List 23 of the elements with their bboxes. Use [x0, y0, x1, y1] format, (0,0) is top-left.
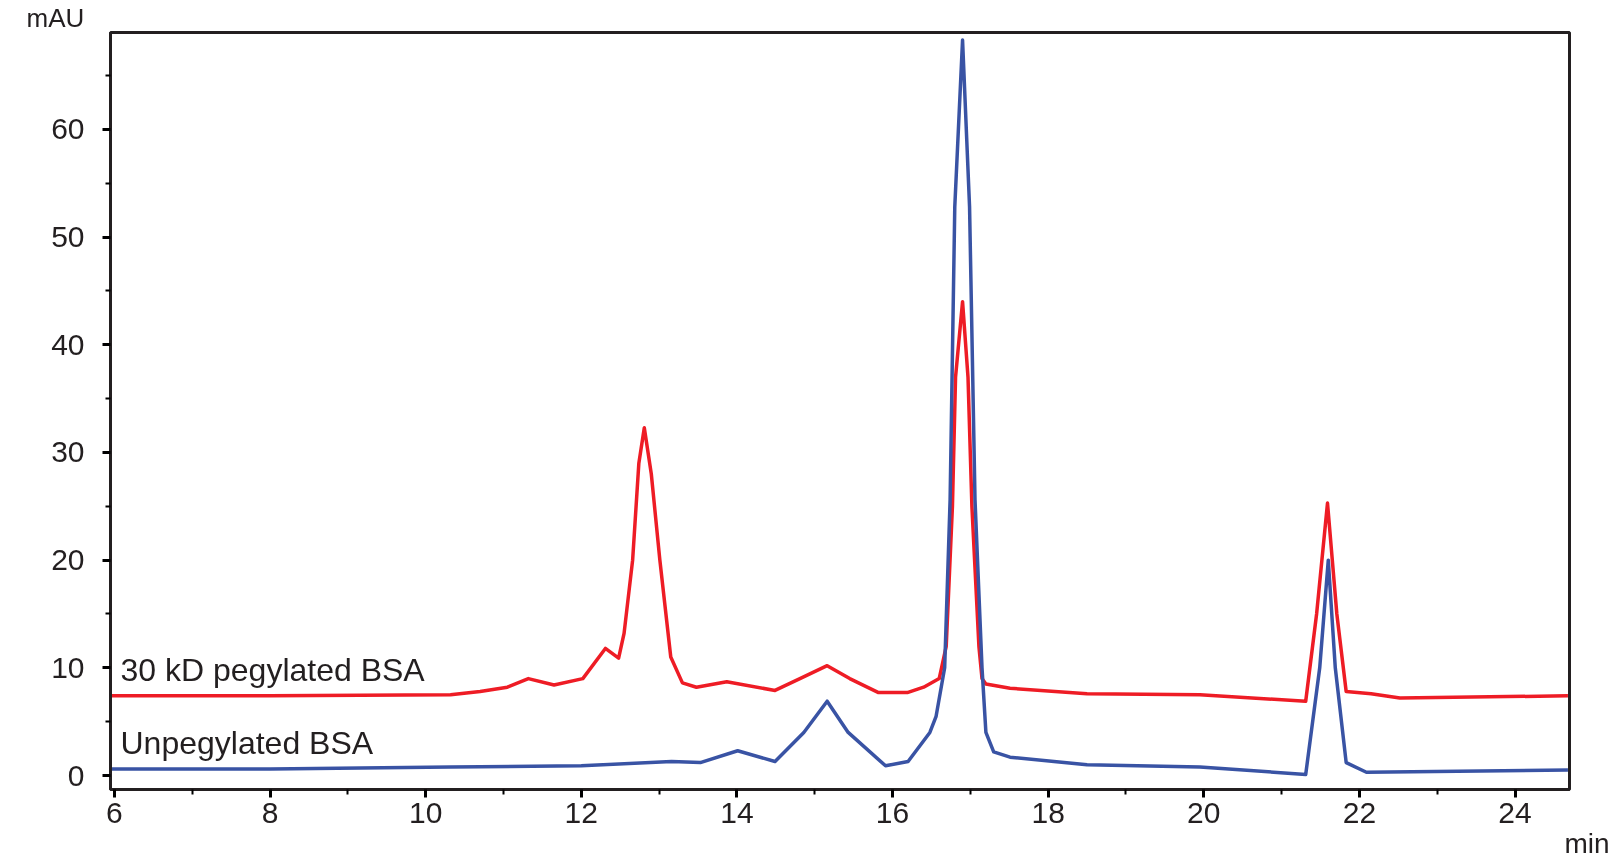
x-tick-label: 6 — [106, 795, 123, 829]
y-axis-title: mAU — [26, 2, 85, 33]
x-tick-label: 24 — [1498, 795, 1532, 829]
x-tick-label: 18 — [1031, 795, 1065, 829]
y-tick-label: 10 — [51, 650, 85, 684]
line-series — [110, 38, 1570, 777]
y-tick-label: 0 — [67, 758, 85, 792]
x-tick-label: 10 — [408, 795, 443, 829]
x-tick-label: 12 — [564, 795, 598, 829]
y-tick-label: 60 — [51, 112, 85, 146]
line-series — [110, 299, 1570, 703]
y-tick-label: 50 — [51, 220, 85, 254]
x-tick-label: 22 — [1342, 795, 1377, 829]
y-tick-label: 30 — [51, 435, 85, 469]
series-label: 30 kD pegylated BSA — [120, 651, 426, 688]
x-tick-label: 8 — [261, 795, 279, 829]
x-tick-label: 16 — [875, 795, 910, 829]
series-label: Unpegylated BSA — [120, 725, 374, 762]
x-tick-label: 14 — [720, 795, 754, 829]
x-axis-title: min — [1564, 827, 1610, 858]
y-tick-label: 40 — [51, 327, 85, 361]
x-tick-label: 20 — [1187, 795, 1221, 829]
y-tick-label: 20 — [51, 543, 85, 577]
